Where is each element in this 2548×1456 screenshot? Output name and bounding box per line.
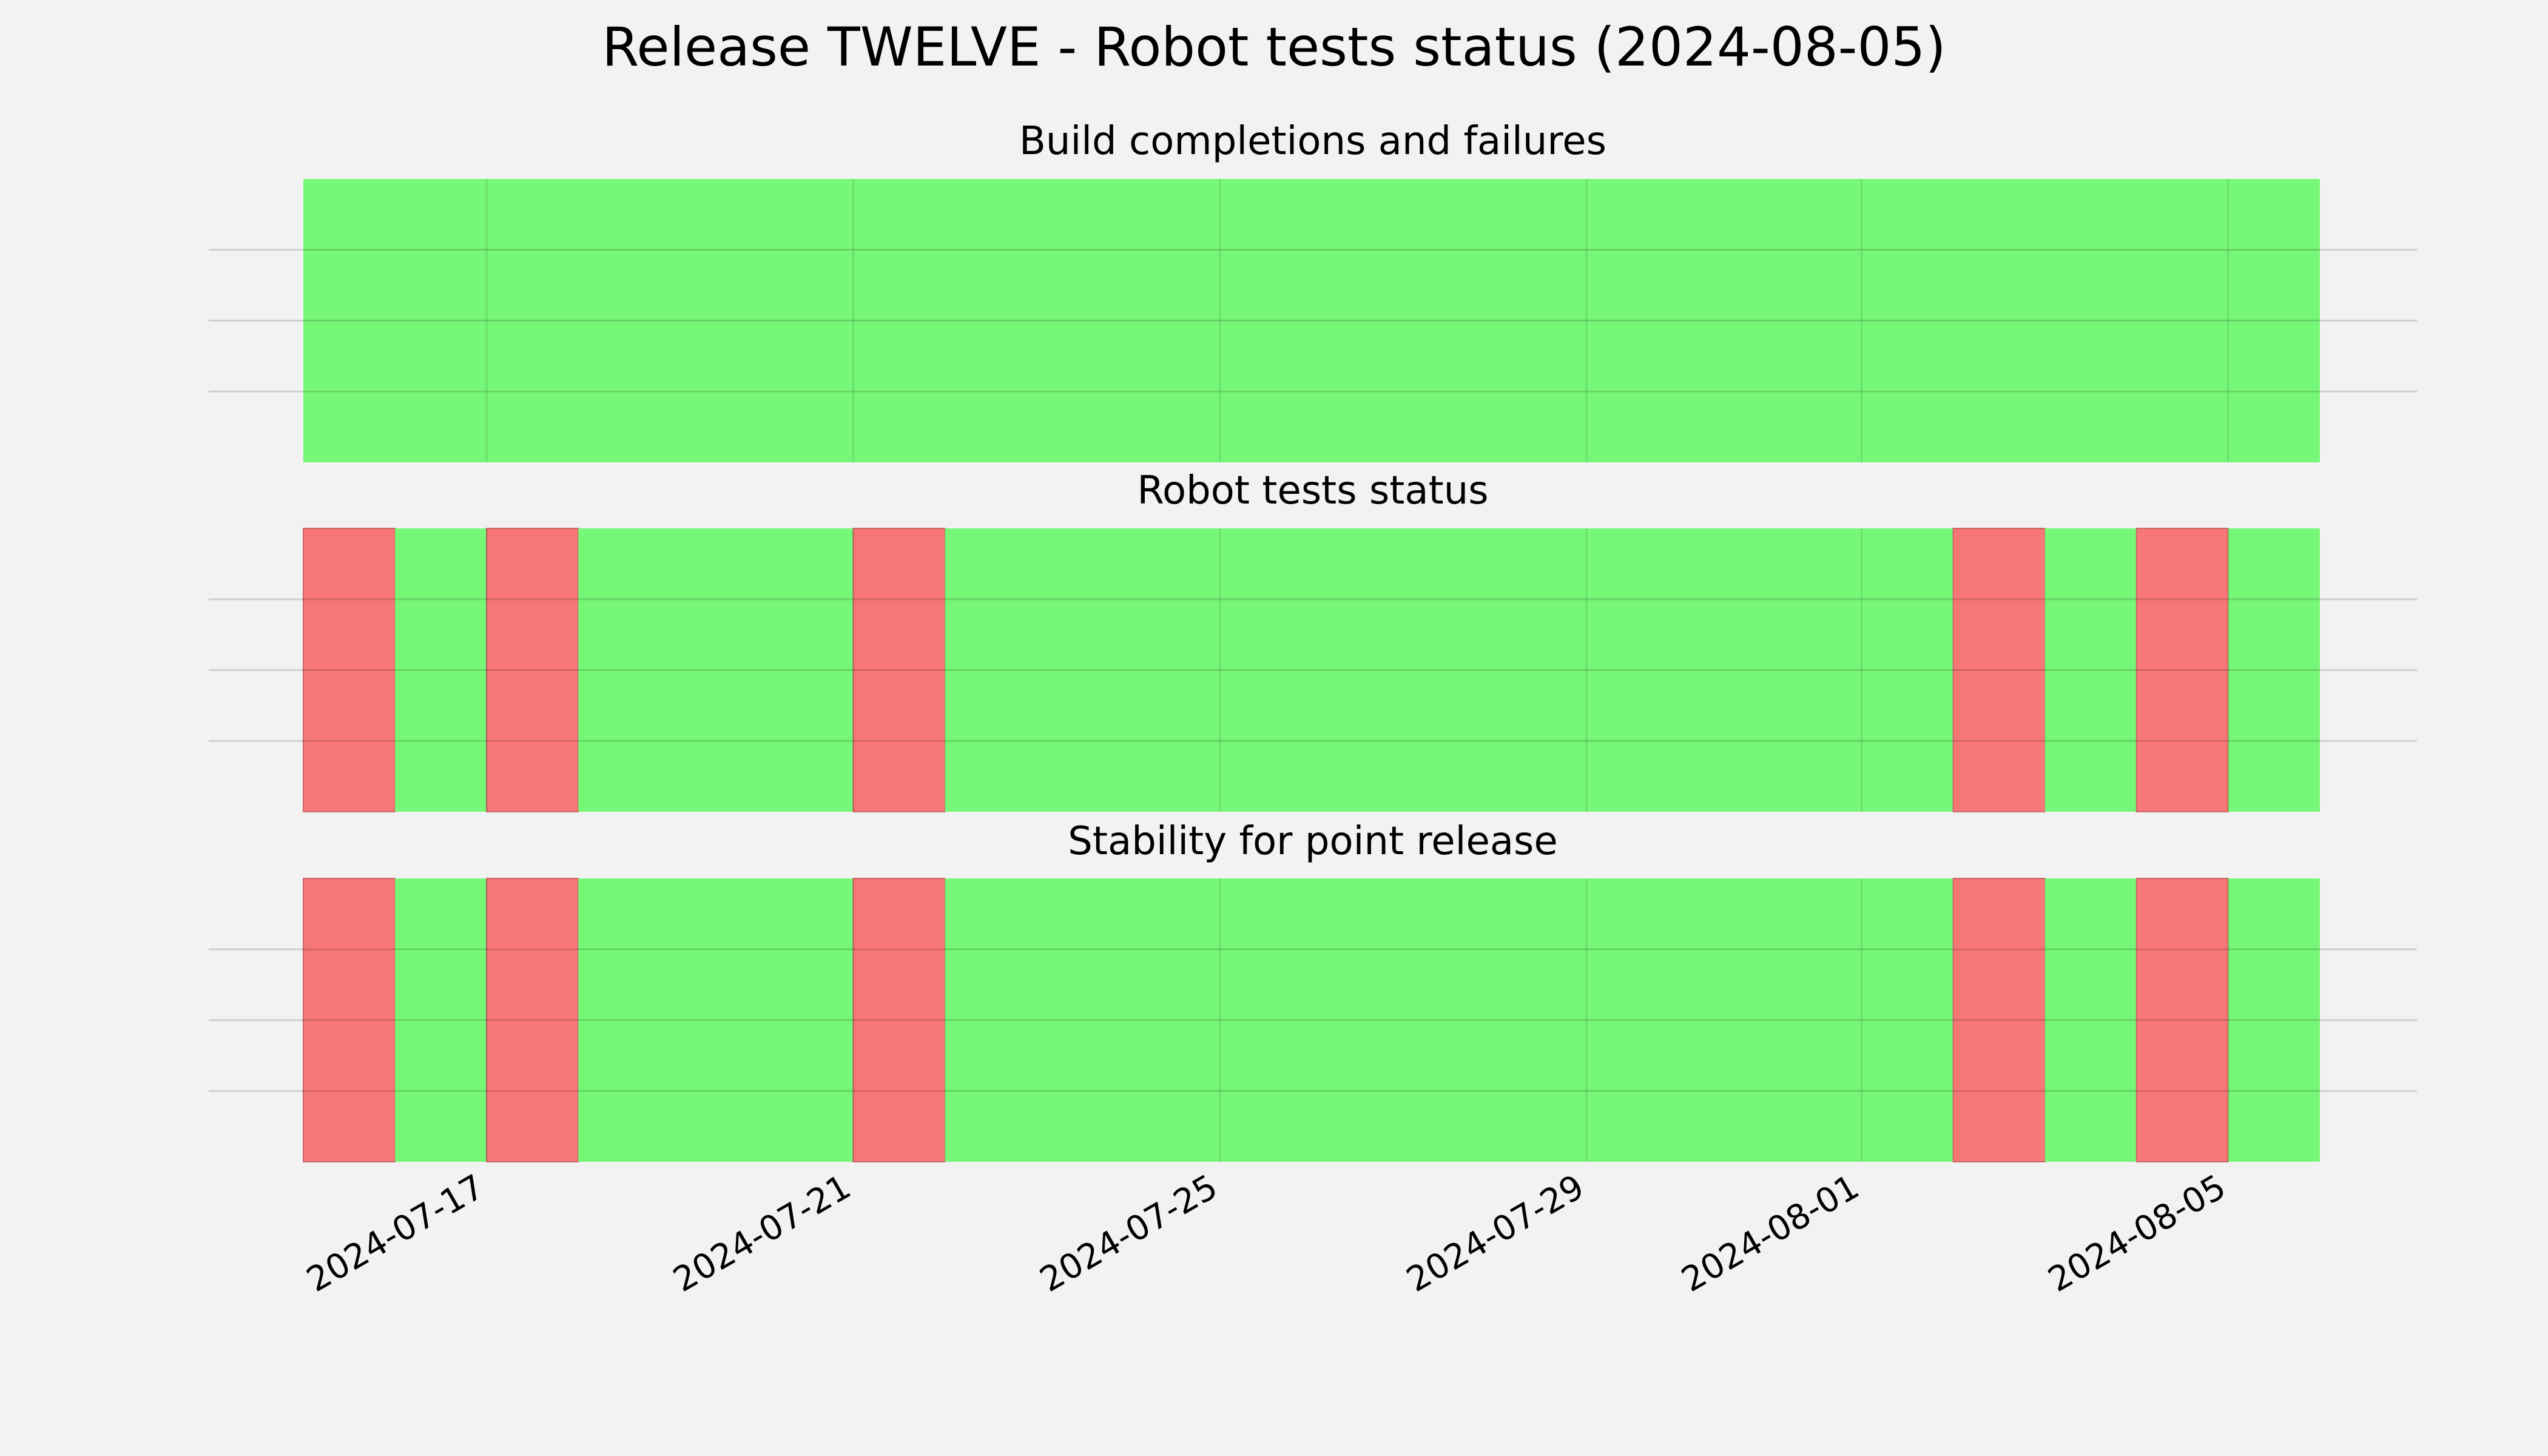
status-segment-pass (2228, 878, 2320, 1162)
status-segment-pass (2228, 528, 2320, 812)
panel-2: Robot tests status (209, 468, 2417, 812)
status-segment-pass (2044, 528, 2137, 812)
panel-1: Build completions and failures (209, 119, 2417, 462)
status-segment-fail (1952, 528, 2046, 812)
status-segment-fail (2135, 528, 2229, 812)
status-segment-pass (2044, 878, 2137, 1162)
panel-title: Robot tests status (1137, 468, 1488, 513)
status-segment-fail (1952, 878, 2046, 1162)
status-segment-fail (2135, 878, 2229, 1162)
status-segment-pass (303, 179, 2320, 462)
panel-3: Stability for point release (209, 819, 2417, 1162)
panel-title: Stability for point release (1068, 819, 1558, 864)
status-segment-pass (578, 878, 854, 1162)
status-segment-fail (486, 878, 579, 1162)
status-segment-pass (945, 528, 1953, 812)
panel-title: Build completions and failures (1019, 119, 1606, 164)
status-segment-fail (852, 878, 946, 1162)
chart-title: Release TWELVE - Robot tests status (202… (602, 16, 1946, 78)
status-segment-pass (395, 878, 487, 1162)
status-segment-fail (486, 528, 579, 812)
status-segment-pass (395, 528, 487, 812)
status-segment-pass (945, 878, 1953, 1162)
status-segment-pass (578, 528, 854, 812)
status-segment-fail (303, 878, 396, 1162)
status-segment-fail (852, 528, 946, 812)
